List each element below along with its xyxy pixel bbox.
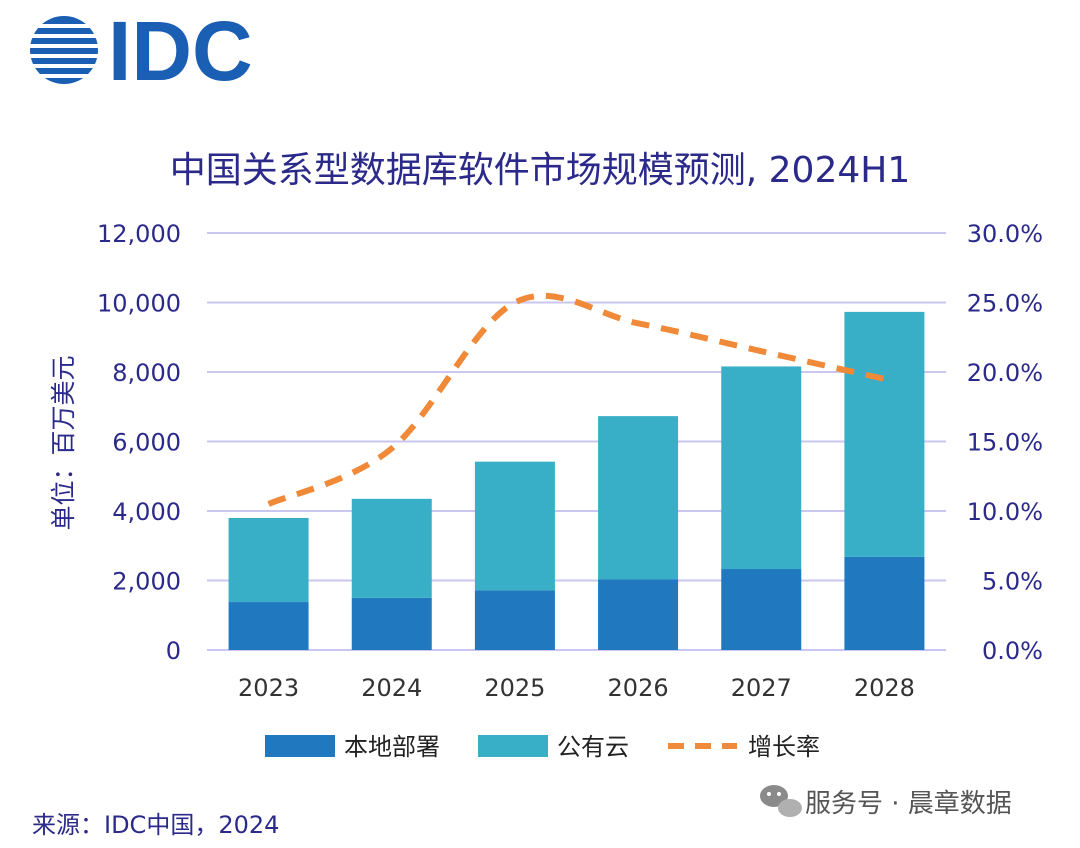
watermark: 服务号 · 晨章数据 bbox=[760, 785, 1012, 819]
wechat-icon bbox=[760, 785, 802, 817]
legend-swatch-local bbox=[265, 735, 335, 757]
y2-tick-label: 5.0% bbox=[982, 568, 1043, 596]
y2-axis-ticks: 0.0% 5.0% 10.0% 15.0% 20.0% 25.0% 30.0% bbox=[967, 220, 1043, 665]
source-note: 来源：IDC中国，2024 bbox=[32, 811, 279, 839]
globe-icon bbox=[28, 16, 100, 84]
y-tick-label: 4,000 bbox=[112, 498, 181, 526]
y-tick-label: 0 bbox=[166, 637, 181, 665]
gridlines bbox=[207, 232, 946, 651]
watermark-text: 服务号 · 晨章数据 bbox=[805, 789, 1012, 819]
y-tick-label: 2,000 bbox=[112, 568, 181, 596]
bar-local-2026 bbox=[598, 579, 679, 650]
legend-swatch-cloud bbox=[478, 735, 548, 757]
bar-local-2024 bbox=[351, 597, 432, 650]
bar-cloud-2028 bbox=[844, 311, 925, 557]
y-axis-label: 单位：百万美元 bbox=[49, 355, 78, 530]
growth-line bbox=[267, 292, 886, 507]
growth-rate-line bbox=[267, 292, 886, 507]
x-tick-label: 2027 bbox=[731, 674, 792, 702]
x-tick-label: 2023 bbox=[238, 674, 299, 702]
bar-local-2027 bbox=[721, 569, 802, 650]
y-tick-label: 6,000 bbox=[112, 429, 181, 457]
x-tick-label: 2025 bbox=[484, 674, 545, 702]
bar-cloud-2023 bbox=[228, 517, 309, 603]
y-axis-ticks: 0 2,000 4,000 6,000 8,000 10,000 12,000 bbox=[97, 220, 181, 665]
bar-cloud-2026 bbox=[598, 416, 679, 580]
legend-label-growth: 增长率 bbox=[748, 733, 820, 761]
x-tick-label: 2026 bbox=[608, 674, 669, 702]
idc-logo: IDC bbox=[28, 4, 253, 98]
chart-title: 中国关系型数据库软件市场规模预测, 2024H1 bbox=[170, 150, 910, 191]
y2-tick-label: 0.0% bbox=[982, 637, 1043, 665]
x-tick-label: 2028 bbox=[854, 674, 915, 702]
bar-cloud-2025 bbox=[474, 461, 555, 591]
x-tick-label: 2024 bbox=[361, 674, 422, 702]
y2-tick-label: 25.0% bbox=[967, 290, 1043, 318]
y2-tick-label: 20.0% bbox=[967, 359, 1043, 387]
logo-text: IDC bbox=[108, 4, 253, 98]
y-tick-label: 10,000 bbox=[97, 290, 181, 318]
bar-cloud-2027 bbox=[721, 366, 802, 570]
y2-tick-label: 15.0% bbox=[967, 429, 1043, 457]
bar-local-2025 bbox=[474, 590, 555, 650]
y-tick-label: 8,000 bbox=[112, 359, 181, 387]
bar-cloud-2024 bbox=[351, 498, 432, 598]
legend-label-cloud: 公有云 bbox=[557, 733, 629, 761]
legend-label-local: 本地部署 bbox=[344, 733, 440, 761]
y-tick-label: 12,000 bbox=[97, 220, 181, 248]
bar-local-2023 bbox=[228, 602, 309, 650]
legend: 本地部署 公有云 增长率 bbox=[265, 733, 820, 761]
y2-tick-label: 30.0% bbox=[967, 220, 1043, 248]
bar-local-2028 bbox=[844, 556, 925, 650]
y2-tick-label: 10.0% bbox=[967, 498, 1043, 526]
bars bbox=[228, 311, 925, 650]
x-axis-ticks: 2023 2024 2025 2026 2027 2028 bbox=[238, 674, 915, 702]
